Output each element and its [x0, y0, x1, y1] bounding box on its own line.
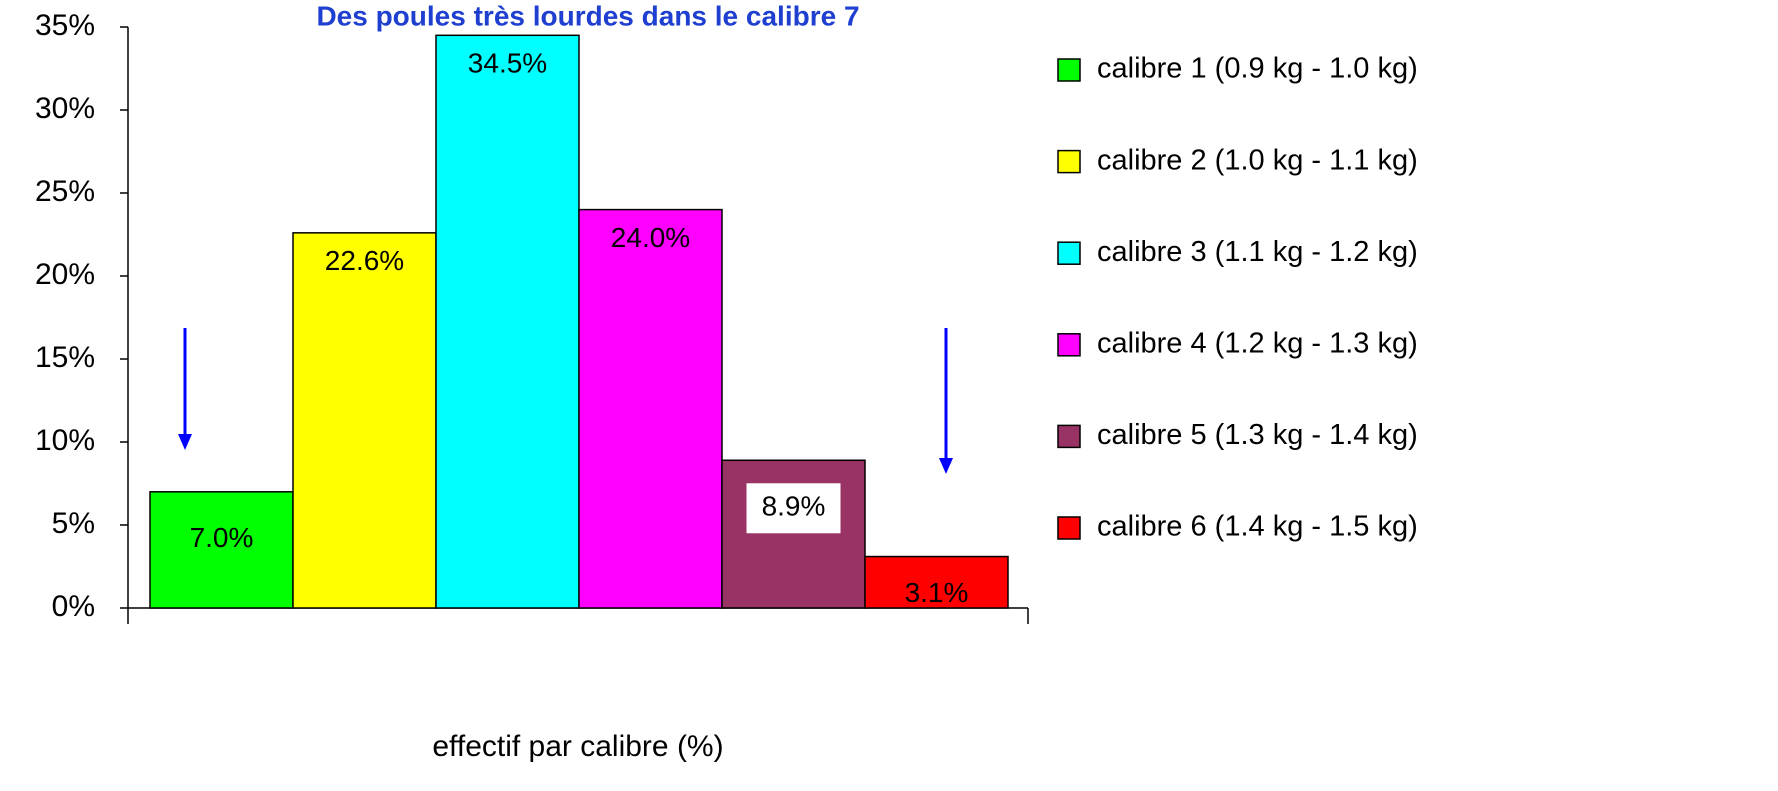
- data-label: 34.5%: [468, 48, 547, 79]
- legend-swatch: [1057, 241, 1081, 265]
- legend-label: calibre 3 (1.1 kg - 1.2 kg): [1097, 236, 1418, 268]
- bar: [292, 232, 437, 609]
- y-tick-label: 35%: [35, 9, 95, 42]
- data-label: 7.0%: [190, 522, 254, 553]
- data-label: 22.6%: [325, 245, 404, 276]
- bar: [721, 459, 866, 609]
- legend-swatch: [1057, 333, 1081, 357]
- bar: [578, 208, 723, 609]
- legend-label: calibre 1 (0.9 kg - 1.0 kg): [1097, 53, 1418, 85]
- y-tick-label: 25%: [35, 175, 95, 208]
- legend-swatch: [1057, 516, 1081, 540]
- data-label: 8.9%: [762, 491, 826, 522]
- data-label: 24.0%: [611, 222, 690, 253]
- legend-label: calibre 4 (1.2 kg - 1.3 kg): [1097, 327, 1418, 359]
- arrow-head: [939, 458, 953, 474]
- y-tick-label: 30%: [35, 92, 95, 125]
- bar: [435, 34, 580, 609]
- x-axis-label: effectif par calibre (%): [432, 730, 723, 763]
- legend-label: calibre 5 (1.3 kg - 1.4 kg): [1097, 419, 1418, 451]
- chart-title: Des poules très lourdes dans le calibre …: [316, 0, 859, 31]
- legend-swatch: [1057, 149, 1081, 174]
- arrow-head: [178, 434, 192, 450]
- y-tick-label: 15%: [35, 341, 95, 374]
- bar: [864, 555, 1009, 609]
- y-tick-label: 20%: [35, 258, 95, 291]
- data-label: 3.1%: [905, 577, 969, 608]
- y-tick-label: 0%: [52, 590, 95, 623]
- legend-label: calibre 2 (1.0 kg - 1.1 kg): [1097, 144, 1418, 176]
- y-tick-label: 10%: [35, 424, 95, 457]
- legend-label: calibre 6 (1.4 kg - 1.5 kg): [1097, 511, 1418, 543]
- legend-swatch: [1057, 424, 1081, 449]
- y-tick-label: 5%: [52, 507, 95, 540]
- label-box: [746, 483, 841, 534]
- legend-swatch: [1057, 58, 1081, 82]
